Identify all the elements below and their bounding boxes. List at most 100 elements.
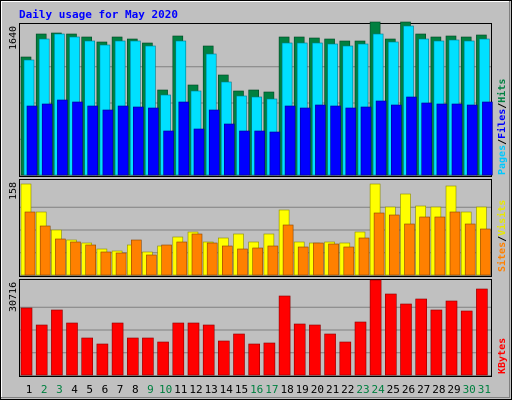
legend-files: Files (496, 109, 508, 139)
pages-bar-day-3 (57, 99, 68, 176)
pages-bar-day-30 (466, 104, 478, 176)
kbytes-bar-day-26 (400, 303, 412, 376)
kbytes-bar-day-15 (233, 333, 245, 376)
sites-bar-day-15 (237, 248, 248, 276)
kbytes-bar-day-20 (309, 324, 321, 376)
sites-bar-day-28 (434, 216, 446, 276)
pages-bar-day-21 (330, 105, 341, 176)
day-label-15: 15 (235, 383, 248, 396)
day-label-5: 5 (86, 383, 93, 396)
sites-bar-day-5 (85, 244, 96, 276)
sites-bar-day-20 (313, 242, 324, 276)
kbytes-bar-day-13 (202, 324, 215, 376)
kbytes-bar-day-4 (66, 322, 78, 376)
legend-pages: Pages (497, 145, 508, 175)
pages-bar-day-27 (421, 102, 433, 176)
legend-hits: Hits (496, 79, 508, 103)
day-label-24: 24 (371, 383, 385, 396)
panel1-ylabel: Pages/Files/Hits (496, 79, 508, 175)
day-label-26: 26 (402, 383, 415, 396)
pages-bar-day-23 (360, 106, 372, 176)
kbytes-bar-day-7 (111, 322, 124, 376)
pages-bar-day-31 (482, 101, 493, 176)
sites-bar-day-8 (131, 239, 142, 276)
pages-bar-day-12 (193, 128, 205, 176)
kbytes-bar-day-17 (263, 342, 276, 376)
sites-bar-day-2 (39, 225, 51, 276)
day-label-25: 25 (387, 383, 400, 396)
legend-kbytes: KBytes (497, 338, 508, 374)
day-label-22: 22 (341, 383, 354, 396)
kbytes-bar-day-27 (415, 298, 428, 376)
day-label-12: 12 (189, 383, 202, 396)
day-label-28: 28 (432, 383, 445, 396)
pages-bar-day-13 (208, 109, 220, 176)
day-label-7: 7 (117, 383, 124, 396)
sites-bar-day-6 (100, 251, 112, 276)
sites-bar-day-4 (70, 241, 81, 276)
kbytes-bar-day-10 (157, 341, 169, 376)
sites-bar-day-16 (252, 247, 263, 276)
pages-bar-day-2 (41, 103, 53, 176)
kbytes-bar-day-25 (384, 293, 397, 376)
pages-bar-day-29 (451, 103, 463, 176)
day-label-2: 2 (41, 383, 48, 396)
sites-bar-day-23 (358, 237, 370, 276)
pages-bar-day-22 (345, 107, 357, 176)
kbytes-bar-day-5 (81, 337, 93, 376)
day-label-9: 9 (147, 383, 154, 396)
pages-bar-day-4 (72, 101, 83, 176)
day-label-21: 21 (326, 383, 339, 396)
kbytes-bar-day-12 (187, 322, 200, 376)
sites-bar-day-30 (464, 223, 476, 276)
chart-title: Daily usage for May 2020 (19, 8, 178, 21)
legend-sites: Sites (496, 242, 508, 272)
day-axis-labels: 1 2 3 4 5 6 7 8 9 10 11 12 13 14 15 16 17 18 19 20 21 22 23 24 2… (26, 383, 491, 396)
sites-bar-day-24 (373, 212, 385, 276)
kbytes-bar-day-23 (354, 321, 367, 376)
panel-visits-sites: 158 Sites/Visits (8, 179, 508, 277)
pages-bar-day-28 (436, 103, 448, 176)
pages-bar-day-10 (163, 130, 174, 176)
sites-bar-day-19 (297, 246, 309, 276)
legend-sep-1: / (497, 139, 508, 145)
sites-bar-day-7 (115, 252, 127, 276)
pages-bar-day-1 (26, 105, 38, 176)
day-label-30: 30 (463, 383, 476, 396)
pages-bar-day-14 (224, 123, 235, 176)
legend-sep-2: / (497, 103, 508, 109)
kbytes-bar-day-2 (35, 324, 48, 376)
sites-bar-day-17 (267, 245, 279, 276)
pages-bar-day-19 (299, 107, 311, 176)
sites-bar-day-26 (404, 223, 415, 276)
day-label-19: 19 (296, 383, 309, 396)
day-label-29: 29 (447, 383, 460, 396)
panel2-ylabel: Sites/Visits (496, 200, 508, 272)
svg-text:KBytes: KBytes (497, 338, 508, 374)
sites-bar-day-11 (176, 241, 188, 276)
day-label-13: 13 (205, 383, 218, 396)
pages-bar-day-5 (87, 105, 98, 176)
kbytes-bar-day-11 (172, 322, 185, 376)
pages-bar-day-6 (102, 109, 114, 176)
pages-bar-day-20 (315, 104, 326, 176)
panel3-ylabel: KBytes (497, 338, 508, 374)
day-label-14: 14 (220, 383, 234, 396)
panel3-ymax-label: 30716 (8, 282, 19, 312)
day-label-4: 4 (71, 383, 78, 396)
sites-bar-day-31 (480, 228, 491, 276)
kbytes-bar-day-9 (142, 337, 154, 376)
day-label-6: 6 (102, 383, 109, 396)
kbytes-bar-day-14 (218, 340, 230, 376)
sites-bar-day-10 (161, 244, 172, 276)
pages-bar-day-24 (375, 100, 387, 176)
day-label-27: 27 (417, 383, 430, 396)
sites-bar-day-9 (146, 254, 157, 276)
pages-bar-day-16 (254, 130, 265, 176)
kbytes-bar-day-29 (445, 300, 458, 376)
pages-bar-day-25 (390, 104, 402, 176)
sites-bar-day-12 (191, 233, 203, 276)
kbytes-bar-day-3 (51, 309, 63, 376)
pages-bar-day-15 (239, 130, 250, 176)
day-label-23: 23 (356, 383, 369, 396)
